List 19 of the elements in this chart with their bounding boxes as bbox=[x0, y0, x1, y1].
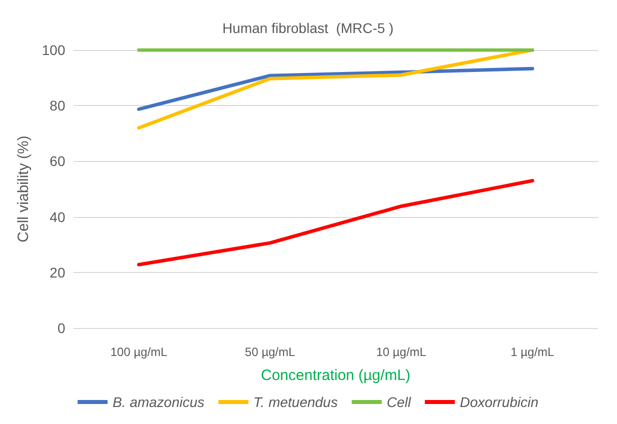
y-tick-label: 60 bbox=[50, 153, 66, 170]
line-series bbox=[137, 66, 534, 111]
y-tick-label: 80 bbox=[50, 98, 66, 114]
x-tick-label: 100 µg/mL bbox=[110, 345, 168, 359]
line-series bbox=[137, 178, 534, 266]
x-axis-title: Concentration (µg/mL) bbox=[260, 367, 410, 384]
legend-label: B. amazonicus bbox=[112, 394, 204, 410]
x-tick-label: 1 µg/mL bbox=[510, 345, 555, 359]
chart-title: Human fibroblast (MRC-5 ) bbox=[222, 20, 394, 36]
y-axis-title: Cell viability (%) bbox=[15, 136, 32, 242]
y-tick-label: 40 bbox=[50, 208, 66, 225]
x-tick-label: 50 µg/mL bbox=[244, 345, 296, 359]
legend-label: Doxorrubicin bbox=[460, 394, 539, 410]
legend-label: Cell bbox=[386, 394, 412, 410]
y-tick-label: 20 bbox=[50, 264, 66, 280]
y-tick-label: 0 bbox=[57, 320, 66, 336]
x-tick-label: 10 µg/mL bbox=[376, 345, 427, 359]
legend-label: T. metuendus bbox=[253, 394, 338, 410]
y-tick-label: 100 bbox=[42, 42, 66, 58]
